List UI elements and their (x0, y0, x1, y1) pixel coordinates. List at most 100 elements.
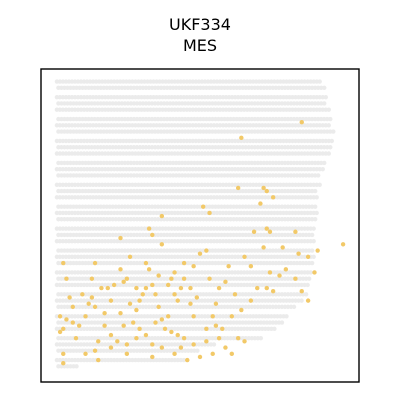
background-spot (128, 348, 134, 353)
background-spot (93, 151, 99, 156)
background-spot (276, 160, 282, 166)
background-spot (216, 145, 221, 150)
background-spot (272, 226, 277, 231)
background-spot (190, 298, 196, 303)
background-spot (127, 226, 132, 231)
background-spot (281, 123, 286, 128)
background-spot (140, 85, 146, 90)
background-spot (81, 182, 87, 188)
background-spot (309, 248, 315, 253)
background-spot (87, 107, 93, 112)
background-spot (326, 151, 331, 156)
background-spot (103, 123, 108, 128)
background-spot (116, 160, 122, 166)
background-spot (195, 320, 200, 325)
background-spot (231, 101, 236, 106)
background-spot (267, 217, 273, 222)
background-spot (284, 210, 289, 216)
background-spot (167, 160, 173, 166)
background-spot (87, 79, 93, 84)
background-spot (261, 85, 267, 90)
background-spot (264, 160, 270, 166)
background-spot (258, 320, 264, 325)
background-spot (178, 238, 183, 244)
background-spot (80, 173, 85, 178)
background-spot (178, 195, 183, 200)
background-spot (56, 204, 61, 209)
background-spot (133, 357, 138, 363)
background-spot (273, 160, 279, 166)
background-spot (287, 166, 292, 172)
background-spot (231, 160, 236, 166)
background-spot (171, 320, 176, 325)
background-spot (269, 94, 274, 100)
background-spot (112, 254, 117, 259)
background-spot (75, 254, 81, 259)
background-spot (65, 292, 70, 297)
background-spot (210, 188, 215, 194)
background-spot (104, 248, 109, 253)
highlight-spot (226, 263, 231, 269)
background-spot (118, 238, 123, 244)
background-spot (234, 320, 239, 325)
background-spot (190, 182, 196, 188)
background-spot (308, 195, 313, 200)
background-spot (299, 238, 304, 244)
background-spot (216, 304, 221, 310)
background-spot (281, 210, 286, 216)
background-spot (152, 348, 158, 353)
background-spot (291, 101, 297, 106)
background-spot (169, 226, 174, 231)
background-spot (249, 160, 254, 166)
background-spot (269, 254, 274, 259)
background-spot (56, 304, 61, 310)
background-spot (238, 123, 244, 128)
background-spot (248, 94, 253, 100)
background-spot (139, 270, 144, 275)
background-spot (69, 79, 75, 84)
background-spot (81, 238, 87, 244)
background-spot (124, 357, 129, 363)
background-spot (216, 173, 221, 178)
background-spot (100, 182, 105, 188)
background-spot (83, 348, 88, 353)
background-spot (146, 276, 152, 281)
background-spot (158, 232, 164, 238)
background-spot (171, 217, 176, 222)
background-spot (158, 85, 164, 90)
background-spot (220, 298, 226, 303)
background-spot (149, 248, 155, 253)
background-spot (240, 173, 245, 178)
background-spot (231, 145, 236, 150)
background-spot (89, 320, 94, 325)
background-spot (103, 138, 108, 144)
highlight-spot (267, 270, 273, 275)
background-spot (62, 292, 67, 297)
background-spot (175, 79, 180, 84)
background-spot (263, 314, 268, 319)
background-spot (151, 238, 156, 244)
background-spot (142, 270, 147, 275)
background-spot (68, 204, 73, 209)
background-spot (130, 270, 135, 275)
background-spot (92, 335, 97, 341)
background-spot (216, 129, 221, 134)
background-spot (154, 210, 159, 216)
background-spot (261, 173, 267, 178)
background-spot (148, 94, 153, 100)
highlight-spot (105, 285, 110, 291)
background-spot (205, 166, 211, 172)
background-spot (269, 282, 274, 288)
background-spot (65, 116, 70, 122)
background-spot (131, 160, 137, 166)
background-spot (228, 160, 233, 166)
background-spot (90, 226, 96, 231)
background-spot (260, 79, 265, 84)
background-spot (264, 320, 270, 325)
background-spot (237, 145, 242, 150)
background-spot (243, 101, 248, 106)
highlight-spot (277, 273, 282, 278)
background-spot (328, 116, 333, 122)
background-spot (149, 85, 155, 90)
background-spot (163, 79, 168, 84)
